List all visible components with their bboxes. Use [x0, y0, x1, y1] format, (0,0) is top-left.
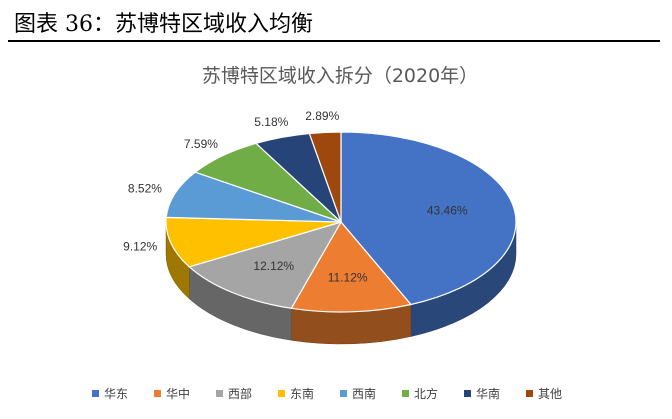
data-label-华东: 43.46% — [427, 204, 468, 218]
data-label-华南: 5.18% — [254, 115, 288, 129]
figure-title: 图表 36：苏博特区域收入均衡 — [14, 12, 313, 37]
legend-label-华中: 华中 — [166, 386, 190, 401]
legend-label-北方: 北方 — [414, 386, 438, 401]
chart-title: 苏博特区域收入拆分（2020年） — [202, 65, 478, 87]
legend: 华东 华中 西部 东南 西南 北方 华南 其他 — [92, 386, 562, 401]
legend-swatch-西部 — [216, 390, 223, 397]
legend-label-其他: 其他 — [538, 387, 562, 401]
legend-label-华东: 华东 — [104, 387, 128, 401]
data-label-东南: 9.12% — [123, 240, 157, 254]
data-label-西南: 8.52% — [128, 182, 162, 196]
pie-slice-东南 — [165, 216, 342, 268]
legend-swatch-华中 — [154, 390, 161, 397]
legend-swatch-西南 — [340, 390, 347, 397]
legend-swatch-其他 — [526, 390, 533, 397]
legend-swatch-北方 — [402, 390, 409, 397]
pie-slice-其他 — [308, 131, 342, 223]
legend-swatch-东南 — [278, 390, 285, 397]
pie-slice-华东 — [340, 131, 517, 306]
data-label-西部: 12.12% — [253, 259, 294, 273]
data-label-其他: 2.89% — [305, 109, 339, 123]
pie-slice-西南 — [165, 171, 342, 223]
pie-depth — [165, 221, 517, 345]
legend-label-华南: 华南 — [476, 386, 500, 401]
legend-swatch-华东 — [92, 390, 99, 397]
data-labels: 43.46% 11.12% 12.12% 9.12% 8.52% 7.59% 5.18% 2.… — [123, 109, 468, 284]
legend-swatch-华南 — [464, 390, 471, 397]
pie-slice-华中 — [290, 220, 413, 313]
data-label-华中: 11.12% — [328, 271, 368, 285]
pie-slice-西部 — [188, 220, 343, 309]
title-divider — [8, 40, 660, 42]
legend-label-西南: 西南 — [352, 386, 376, 401]
legend-label-东南: 东南 — [290, 386, 314, 401]
pie-slices — [165, 131, 517, 313]
data-label-北方: 7.59% — [184, 137, 218, 151]
legend-label-西部: 西部 — [228, 386, 252, 401]
